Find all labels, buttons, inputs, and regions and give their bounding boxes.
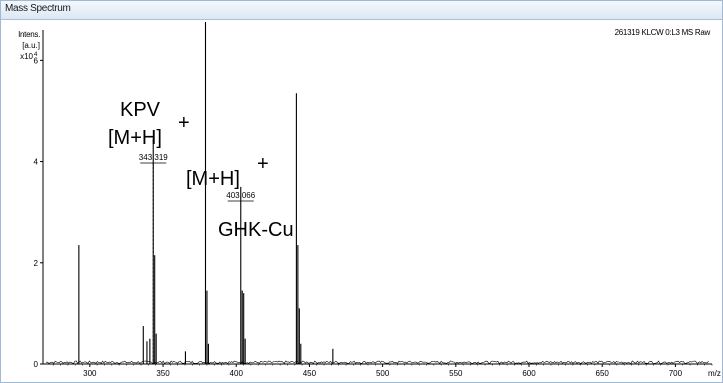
annotation-mh-kpv: [M+H] bbox=[108, 127, 162, 149]
window-title: Mass Spectrum bbox=[5, 3, 71, 14]
x-tick-label: 450 bbox=[303, 369, 317, 378]
x-tick-label: 550 bbox=[449, 369, 463, 378]
x-tick-label: 400 bbox=[230, 369, 244, 378]
y-tick-label: 0 bbox=[34, 360, 39, 369]
y-ticks: 0 2 4 6 bbox=[34, 56, 43, 369]
peak-label: 403.066 bbox=[226, 191, 255, 200]
annotation-kpv: KPV bbox=[120, 99, 161, 121]
x-tick-label: 650 bbox=[596, 369, 610, 378]
x-tick-label: 350 bbox=[156, 369, 170, 378]
chart-axes bbox=[42, 30, 712, 365]
x-tick-label: 500 bbox=[376, 369, 390, 378]
peak-label: 343.319 bbox=[139, 153, 168, 162]
x-axis-label: m/z bbox=[708, 369, 721, 378]
x-ticks: 300 350 400 450 500 550 600 650 700 bbox=[52, 364, 713, 378]
y-label-line-1: Intens. bbox=[18, 30, 40, 39]
annotation-ghk-cu: GHK-Cu bbox=[218, 219, 294, 241]
y-tick-label: 6 bbox=[34, 56, 39, 65]
y-multiplier: x10 bbox=[20, 52, 33, 61]
y-multiplier-exponent: 4 bbox=[34, 52, 38, 58]
spectrum-name: 261319 KLCW 0:L3 MS Raw bbox=[615, 28, 711, 37]
x-tick-label: 600 bbox=[522, 369, 536, 378]
y-axis-label: Intens. [a.u.] x10 4 bbox=[18, 30, 40, 61]
peak-labels: 343.319 403.066 bbox=[139, 153, 256, 364]
baseline-noise bbox=[45, 360, 709, 364]
annotation-plus-kpv: + bbox=[178, 112, 190, 134]
annotation-mh-ghk: [M+H] bbox=[186, 168, 240, 190]
annotation-plus-ghk: + bbox=[257, 153, 269, 175]
x-tick-label: 700 bbox=[669, 369, 683, 378]
window-titlebar: Mass Spectrum bbox=[1, 1, 722, 20]
y-tick-label: 4 bbox=[34, 158, 39, 167]
baseline-trace bbox=[45, 360, 709, 364]
chart-annotations: KPV [M+H] + [M+H] + GHK-Cu bbox=[108, 99, 294, 241]
spectrum-peaks bbox=[78, 22, 334, 364]
y-tick-label: 2 bbox=[34, 259, 39, 268]
x-tick-label: 300 bbox=[83, 369, 97, 378]
y-label-line-2: [a.u.] bbox=[22, 41, 40, 50]
